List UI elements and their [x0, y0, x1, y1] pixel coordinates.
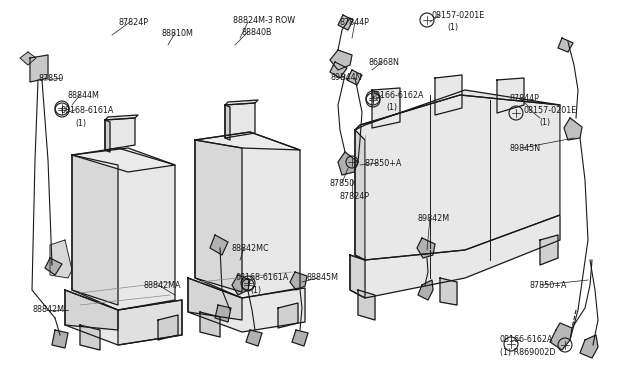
Polygon shape: [338, 15, 353, 30]
Polygon shape: [290, 272, 307, 290]
Text: 08166-6162A: 08166-6162A: [371, 90, 424, 99]
Polygon shape: [65, 290, 182, 345]
Polygon shape: [72, 155, 118, 305]
Text: (1): (1): [75, 119, 86, 128]
Polygon shape: [338, 152, 358, 175]
Polygon shape: [540, 235, 558, 265]
Text: 88844M: 88844M: [67, 90, 99, 99]
Polygon shape: [30, 55, 48, 82]
Text: 89845N: 89845N: [510, 144, 541, 153]
Polygon shape: [105, 120, 110, 152]
Text: (1): (1): [447, 22, 458, 32]
Polygon shape: [225, 103, 255, 138]
Text: 88810M: 88810M: [162, 29, 194, 38]
Polygon shape: [440, 278, 457, 305]
Polygon shape: [65, 290, 118, 330]
Polygon shape: [200, 312, 220, 337]
Text: 08166-6162A: 08166-6162A: [500, 336, 554, 344]
Polygon shape: [158, 315, 178, 340]
Polygon shape: [330, 62, 347, 78]
Text: 88840B: 88840B: [241, 28, 271, 36]
Text: 87824P: 87824P: [340, 192, 370, 201]
Polygon shape: [246, 330, 262, 346]
Polygon shape: [80, 325, 100, 350]
Polygon shape: [372, 88, 400, 128]
Polygon shape: [118, 300, 182, 345]
Text: (1) R869002D: (1) R869002D: [500, 349, 556, 357]
Text: 89B44N: 89B44N: [331, 73, 362, 81]
Polygon shape: [580, 335, 598, 358]
Polygon shape: [188, 278, 305, 332]
Polygon shape: [550, 323, 572, 350]
Text: (1): (1): [386, 103, 397, 112]
Polygon shape: [45, 258, 62, 275]
Polygon shape: [355, 95, 560, 260]
Polygon shape: [225, 105, 230, 140]
Polygon shape: [20, 52, 36, 65]
Text: 87850: 87850: [38, 74, 63, 83]
Text: (1): (1): [250, 286, 261, 295]
Polygon shape: [417, 238, 435, 258]
Polygon shape: [188, 278, 242, 320]
Text: 86868N: 86868N: [369, 58, 400, 67]
Text: (1): (1): [539, 118, 550, 126]
Text: 08157-0201E: 08157-0201E: [524, 106, 577, 115]
Polygon shape: [355, 130, 365, 260]
Polygon shape: [278, 303, 298, 328]
Text: 87844P: 87844P: [340, 17, 370, 26]
Polygon shape: [105, 118, 135, 150]
Polygon shape: [558, 38, 573, 52]
Text: 87850: 87850: [330, 179, 355, 187]
Polygon shape: [195, 140, 242, 292]
Polygon shape: [215, 305, 231, 322]
Text: 87850+A: 87850+A: [365, 158, 403, 167]
Text: 87844P: 87844P: [510, 93, 540, 103]
Polygon shape: [72, 148, 175, 172]
Text: 08168-6161A: 08168-6161A: [60, 106, 113, 115]
Text: 88842MA: 88842MA: [143, 280, 180, 289]
Polygon shape: [50, 240, 72, 278]
Polygon shape: [210, 235, 228, 255]
Text: 88845M: 88845M: [307, 273, 339, 282]
Polygon shape: [350, 215, 560, 298]
Polygon shape: [330, 50, 352, 70]
Polygon shape: [72, 148, 175, 310]
Text: 89842M: 89842M: [418, 214, 450, 222]
Text: 88824M-3 ROW: 88824M-3 ROW: [233, 16, 295, 25]
Polygon shape: [105, 115, 138, 120]
Text: 88842MC: 88842MC: [231, 244, 269, 253]
Polygon shape: [435, 75, 462, 115]
Polygon shape: [52, 330, 68, 348]
Polygon shape: [292, 330, 308, 346]
Polygon shape: [347, 70, 362, 85]
Polygon shape: [195, 132, 300, 150]
Polygon shape: [358, 290, 375, 320]
Polygon shape: [350, 255, 365, 298]
Polygon shape: [232, 275, 250, 295]
Polygon shape: [418, 280, 433, 300]
Polygon shape: [225, 100, 258, 105]
Polygon shape: [497, 78, 524, 113]
Polygon shape: [355, 90, 560, 130]
Polygon shape: [195, 132, 300, 298]
Text: 08157-0201E: 08157-0201E: [432, 10, 485, 19]
Text: 08168-6161A: 08168-6161A: [235, 273, 289, 282]
Text: 88842M: 88842M: [32, 305, 64, 314]
Text: 87824P: 87824P: [118, 17, 148, 26]
Text: 87850+A: 87850+A: [530, 280, 568, 289]
Polygon shape: [564, 118, 582, 140]
